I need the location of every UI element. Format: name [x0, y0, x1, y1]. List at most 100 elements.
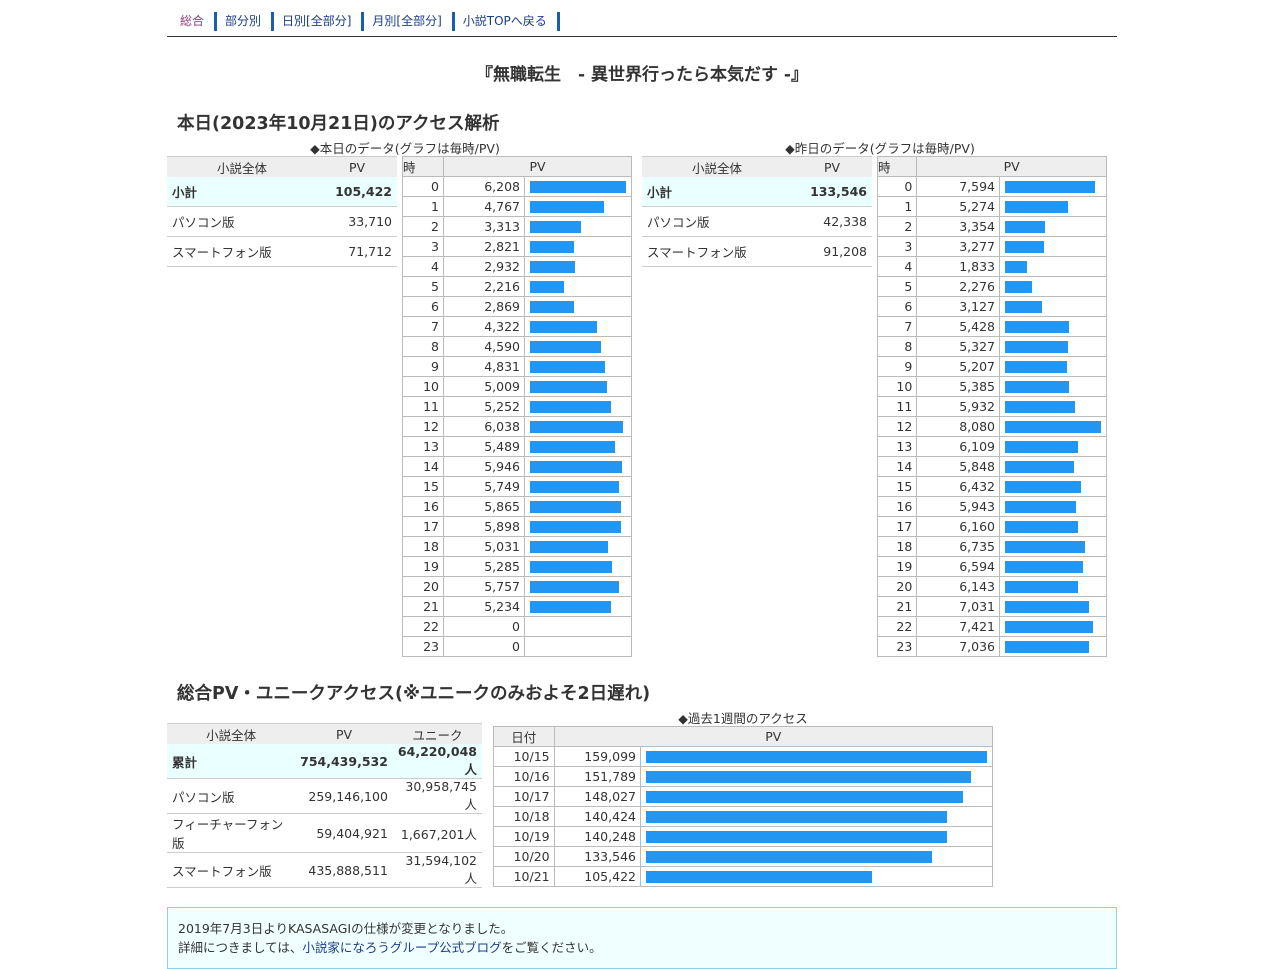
bar-row: 6 2,869: [402, 296, 632, 317]
bar-row-value: 133,546: [553, 846, 641, 867]
bar-row-label: 3: [876, 236, 918, 257]
bar-row-value: 5,285: [443, 556, 525, 577]
bar-row: 9 4,831: [402, 356, 632, 377]
pv-bar: [645, 750, 987, 763]
pv-bar: [530, 540, 608, 553]
nav-item: 日別[全部分]: [276, 12, 365, 31]
pv-bar: [1004, 280, 1032, 293]
bar-row-value: 3,313: [443, 216, 525, 237]
pv-bar: [530, 300, 574, 313]
bar-row: 1 5,274: [876, 196, 1108, 217]
bar-row: 10/20 133,546: [493, 846, 994, 867]
bar-cell: [524, 456, 632, 477]
bar-row-value: 2,869: [443, 296, 525, 317]
bar-row-value: 4,590: [443, 336, 525, 357]
bar-row: 15 6,432: [876, 476, 1108, 497]
summary-cell-value: 42,338: [792, 206, 872, 237]
bar-row-value: 2,276: [916, 276, 1000, 297]
bar-row: 13 6,109: [876, 436, 1108, 457]
pv-bar: [530, 360, 605, 373]
nav-link-2[interactable]: 日別[全部分]: [282, 14, 352, 28]
yesterday-summary-table: 小説全体 PV 小計 133,546 パソコン版 42,338 スマートフォン版 91,208: [642, 156, 872, 267]
pv-bar: [1004, 300, 1042, 313]
bar-cell: [998, 196, 1108, 217]
bar-row-value: 6,735: [916, 536, 1000, 557]
nav-link-1[interactable]: 部分別: [225, 14, 262, 28]
pv-bar: [530, 200, 604, 213]
bar-row-value: 5,274: [916, 196, 1000, 217]
bar-row-label: 21: [876, 596, 918, 617]
bar-header-row: 時 PV: [402, 156, 632, 177]
bar-row-value: 2,821: [443, 236, 525, 257]
bar-header-row: 日付 PV: [493, 726, 994, 747]
summary-cell-pv: 59,404,921: [295, 813, 393, 853]
pv-bar: [530, 340, 601, 353]
bar-row: 10/21 105,422: [493, 866, 994, 887]
bar-cell: [524, 596, 632, 617]
bar-row: 17 6,160: [876, 516, 1108, 537]
bar-cell: [524, 616, 632, 637]
pv-bar: [1004, 380, 1069, 393]
today-heading: 本日(2023年10月21日)のアクセス解析: [177, 114, 500, 134]
bar-cell: [639, 746, 994, 767]
bar-row-value: 105,422: [553, 866, 641, 887]
bar-row-value: 4,831: [443, 356, 525, 377]
pv-bar: [530, 280, 564, 293]
pv-bar: [1004, 460, 1074, 473]
bar-row: 0 7,594: [876, 176, 1108, 197]
summary-cell-value: 105,422: [317, 177, 397, 207]
bar-row: 3 2,821: [402, 236, 632, 257]
bar-cell: [639, 866, 994, 887]
bar-row-value: 0: [443, 636, 525, 657]
nav-link-0[interactable]: 総合: [180, 14, 205, 28]
pv-bar: [1004, 500, 1076, 513]
info-box: 2019年7月3日よりKASASAGIの仕様が変更となりました。 詳細につきまし…: [167, 907, 1117, 969]
bar-row-value: 3,277: [916, 236, 1000, 257]
summary-header-cell: PV: [792, 156, 872, 177]
bar-row: 4 1,833: [876, 256, 1108, 277]
bar-row-value: 5,234: [443, 596, 525, 617]
bar-row-label: 23: [876, 636, 918, 657]
bar-row-label: 2: [402, 216, 444, 237]
bar-row: 10 5,385: [876, 376, 1108, 397]
bar-row-label: 8: [402, 336, 444, 357]
bar-row: 20 6,143: [876, 576, 1108, 597]
bar-row: 18 5,031: [402, 536, 632, 557]
summary-header-row: 小説全体 PV: [642, 156, 872, 177]
bar-row: 17 5,898: [402, 516, 632, 537]
summary-cell-label: パソコン版: [642, 206, 792, 237]
nav-item: 総合: [174, 12, 218, 31]
bar-cell: [998, 216, 1108, 237]
pv-bar: [1004, 580, 1078, 593]
bar-row-value: 5,207: [916, 356, 1000, 377]
bar-row-label: 9: [402, 356, 444, 377]
bar-row: 8 4,590: [402, 336, 632, 357]
bar-row-value: 4,767: [443, 196, 525, 217]
bar-row-label: 3: [402, 236, 444, 257]
bar-row-label: 19: [876, 556, 918, 577]
bar-row: 15 5,749: [402, 476, 632, 497]
bar-row-value: 148,027: [553, 786, 641, 807]
bar-cell: [524, 496, 632, 517]
summary-row: スマートフォン版 435,888,511 31,594,102人: [167, 852, 482, 888]
nav-link-3[interactable]: 月別[全部分]: [372, 14, 442, 28]
pv-bar: [645, 770, 971, 783]
pv-bar: [645, 870, 872, 883]
bar-row: 10/18 140,424: [493, 806, 994, 827]
bar-row-label: 6: [876, 296, 918, 317]
pv-bar: [530, 520, 621, 533]
pv-bar: [645, 790, 963, 803]
official-blog-link[interactable]: 小説家になろうグループ公式ブログ: [302, 940, 502, 955]
bar-row-label: 0: [876, 176, 918, 197]
nav-link-4[interactable]: 小説TOPへ戻る: [462, 14, 547, 28]
bar-row: 10 5,009: [402, 376, 632, 397]
bar-row: 7 4,322: [402, 316, 632, 337]
bar-row-label: 15: [876, 476, 918, 497]
pv-bar: [1004, 600, 1089, 613]
bar-row-label: 23: [402, 636, 444, 657]
bar-row-value: 6,432: [916, 476, 1000, 497]
bar-row-label: 10: [876, 376, 918, 397]
bar-cell: [524, 476, 632, 497]
bar-row-value: 140,248: [553, 826, 641, 847]
bar-row: 13 5,489: [402, 436, 632, 457]
